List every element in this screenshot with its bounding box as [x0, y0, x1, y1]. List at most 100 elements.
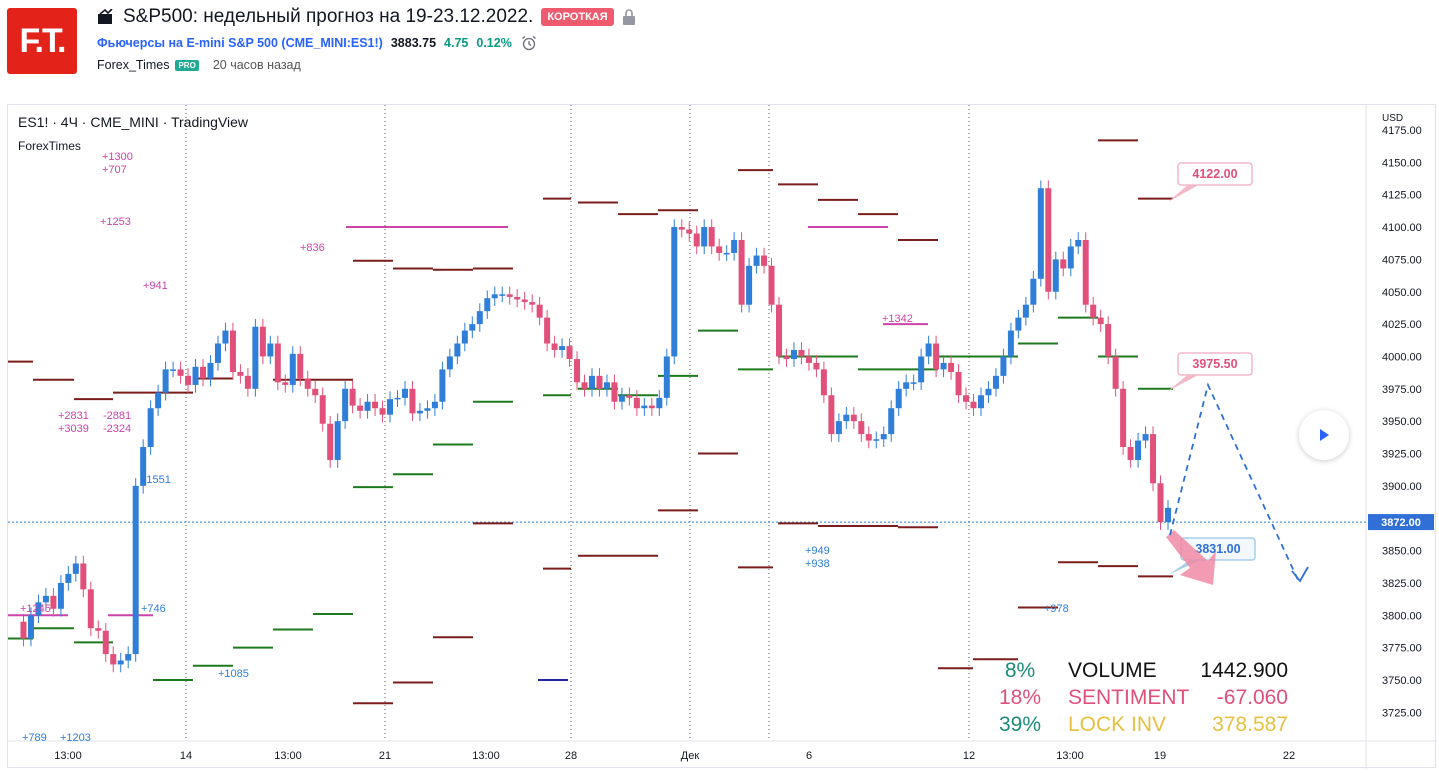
- order-note: +1342: [882, 313, 913, 325]
- candle-body: [574, 359, 581, 383]
- candle-body: [873, 439, 880, 441]
- y-tick-label: 4100.00: [1382, 222, 1422, 234]
- stat-value: -67.060: [1217, 686, 1288, 709]
- order-note: +2831: [58, 410, 89, 422]
- candle-body: [1135, 440, 1142, 460]
- current-price-badge: [1368, 514, 1434, 531]
- candle-body: [596, 375, 603, 389]
- symbol-change-pct: 0.12%: [476, 36, 512, 50]
- candle-body: [611, 382, 618, 402]
- candle-body: [357, 405, 364, 411]
- candle-body: [865, 434, 872, 441]
- y-tick-label: 3750.00: [1382, 675, 1422, 687]
- stat-label: SENTIMENT: [1068, 686, 1190, 709]
- target-callout: [1177, 352, 1253, 376]
- candle-body: [1127, 447, 1134, 460]
- candle-body: [387, 399, 394, 415]
- target-callout: [1177, 162, 1253, 186]
- candle-body: [499, 294, 506, 296]
- callout-pointer: [1168, 183, 1202, 202]
- candle-body: [1120, 388, 1127, 448]
- order-note: +1551: [140, 474, 171, 486]
- order-note: +1300: [102, 151, 133, 163]
- candle-body: [461, 330, 468, 344]
- candle-body: [701, 227, 708, 247]
- candle-body: [1000, 356, 1007, 376]
- candle-body: [977, 395, 984, 409]
- order-note: +707: [102, 164, 127, 176]
- stat-percent: 8%: [1005, 659, 1035, 682]
- candle-body: [282, 382, 289, 385]
- candle-body: [476, 311, 483, 325]
- candle-body: [147, 408, 154, 448]
- candle-body: [1022, 304, 1029, 318]
- candle-body: [514, 296, 521, 300]
- order-note: +1203: [60, 732, 91, 744]
- candle-body: [185, 375, 192, 385]
- candle-body: [1075, 239, 1082, 247]
- candle-body: [910, 382, 917, 384]
- candle-body: [581, 382, 588, 389]
- candle-body: [252, 326, 259, 389]
- symbol-link[interactable]: Фьючерсы на E-mini S&P 500 (CME_MINI:ES1…: [97, 36, 383, 50]
- candle-body: [20, 621, 27, 639]
- candle-body: [484, 298, 491, 312]
- candle-body: [140, 447, 147, 486]
- candle-body: [805, 356, 812, 363]
- y-tick-label: 3825.00: [1382, 578, 1422, 590]
- candle-body: [858, 421, 865, 435]
- alarm-clock-icon[interactable]: [520, 35, 538, 51]
- stat-label: VOLUME: [1068, 659, 1157, 682]
- candle-body: [72, 563, 79, 574]
- x-tick-label: 6: [806, 750, 812, 762]
- candle-body: [1150, 434, 1157, 484]
- candle-body: [80, 563, 87, 590]
- play-button[interactable]: [1299, 410, 1349, 460]
- symbol-name: Фьючерсы на E-mini S&P 500: [97, 36, 278, 50]
- candle-body: [551, 343, 558, 350]
- candle-body: [686, 229, 693, 234]
- order-note: +938: [805, 558, 830, 570]
- author-logo[interactable]: F.T.: [7, 8, 77, 74]
- candle-body: [693, 233, 700, 247]
- candle-body: [589, 375, 595, 389]
- published-time: 20 часов назад: [212, 58, 301, 72]
- candle-body: [1165, 507, 1171, 523]
- candle-body: [200, 366, 207, 379]
- x-tick-label: 13:00: [1056, 750, 1084, 762]
- candle-body: [768, 265, 775, 305]
- candle-body: [992, 375, 999, 389]
- callout-pointer: [1168, 373, 1202, 391]
- candle-body: [933, 343, 940, 370]
- x-tick-label: 12: [963, 750, 975, 762]
- symbol-price: 3883.75: [390, 36, 437, 50]
- candle-body: [716, 246, 723, 253]
- candle-body: [903, 382, 910, 389]
- candle-body: [656, 397, 663, 409]
- candle-body: [297, 353, 304, 379]
- candle-body: [603, 382, 610, 389]
- symbol-code: CME_MINI:ES1!: [285, 36, 379, 50]
- chart-container[interactable]: USD 4175.00 4150.00 4125.00 4100.00 4075.00 40…: [7, 104, 1437, 769]
- y-tick-label: 4075.00: [1382, 254, 1422, 266]
- forecast-path: [1169, 382, 1299, 581]
- forecast-arrowhead: [1291, 566, 1309, 583]
- candle-body: [372, 401, 379, 409]
- y-tick-label: 4150.00: [1382, 157, 1422, 169]
- candle-body: [207, 362, 214, 379]
- x-tick-label: 13:00: [54, 750, 82, 762]
- candle-body: [1105, 324, 1112, 357]
- candle-body: [1157, 483, 1164, 523]
- candle-body: [641, 405, 648, 409]
- candle-body: [289, 353, 296, 385]
- candle-body: [1045, 188, 1052, 292]
- candle-body: [731, 239, 738, 253]
- author-name[interactable]: Forex_Times: [97, 58, 170, 72]
- candle-body: [409, 388, 416, 414]
- candle-body: [521, 299, 528, 303]
- y-tick-label: 3775.00: [1382, 643, 1422, 655]
- candle-body: [1060, 259, 1067, 269]
- y-tick-label: 3725.00: [1382, 707, 1422, 719]
- candle-body: [439, 369, 446, 402]
